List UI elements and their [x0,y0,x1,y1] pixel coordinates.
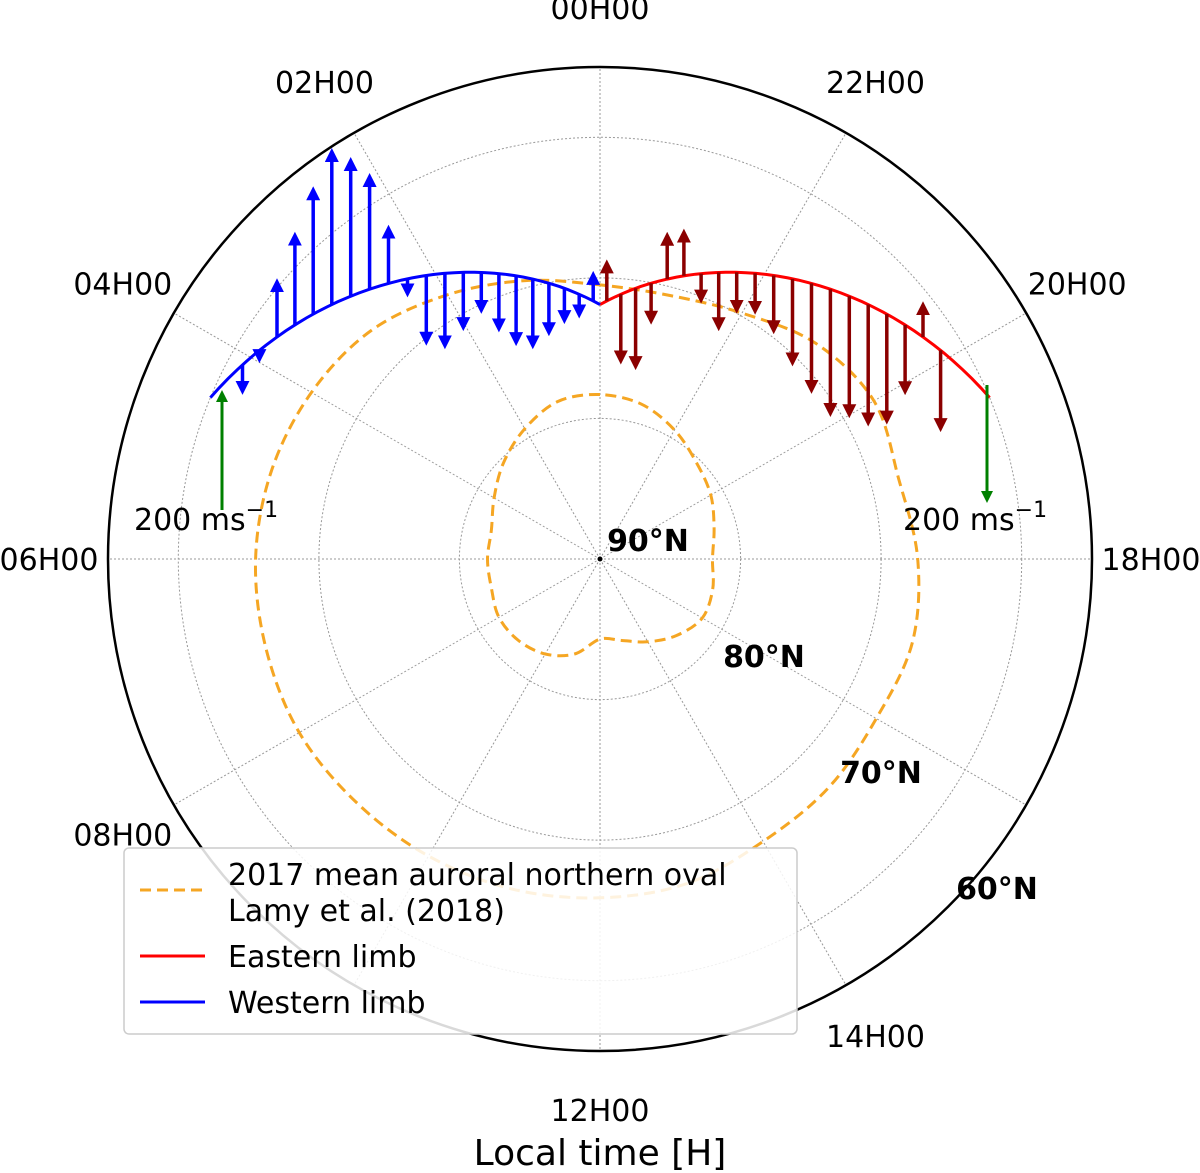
auroral-oval-contour [253,278,921,900]
radial-tick-label: 90°N [607,524,689,559]
pole-dot [597,556,603,562]
theta-tick-label: 12H00 [551,1094,650,1129]
legend-label-oval-line2: Lamy et al. (2018) [228,894,505,929]
grid-spoke [173,558,601,806]
scale-exponent-left: −1 [246,498,278,523]
scale-exponent-right: −1 [1015,498,1047,523]
scale-label-right: 200 ms−1 [903,498,1047,538]
radial-tick-label: 70°N [840,756,922,791]
grid-spoke [599,558,1027,806]
scale-arrow-left: 200 ms−1 [134,390,278,538]
theta-tick-label: 14H00 [826,1020,925,1055]
western-limb-line [209,270,601,399]
legend-label-oval-line1: 2017 mean auroral northern oval [228,858,727,893]
theta-tick-label: 06H00 [0,543,98,578]
eastern-limb-line [599,270,991,399]
theta-tick-label: 22H00 [826,66,925,101]
legend-label-eastern: Eastern limb [228,940,416,975]
legend-label-western: Western limb [228,986,426,1021]
grid-spoke [353,132,601,560]
theta-tick-label: 00H00 [551,0,650,27]
polar-boundary [106,65,1094,1053]
theta-tick-label: 02H00 [275,66,374,101]
scale-arrow-right: 200 ms−1 [903,385,1047,538]
theta-tick-label: 04H00 [73,268,172,303]
theta-tick-label: 18H00 [1102,543,1200,578]
grid-circle [458,417,742,701]
wind-vectors [235,148,948,433]
scale-label-left: 200 ms−1 [134,498,278,538]
x-axis-label: Local time [H] [474,1133,727,1173]
radial-tick-label: 80°N [723,640,805,675]
auroral-oval-contour [485,392,716,658]
legend: 2017 mean auroral northern oval Lamy et … [123,847,798,1035]
grid-circle [177,136,1023,982]
radial-tick-label: 60°N [956,872,1038,907]
legend-box [123,847,798,1035]
theta-tick-label: 20H00 [1028,268,1127,303]
